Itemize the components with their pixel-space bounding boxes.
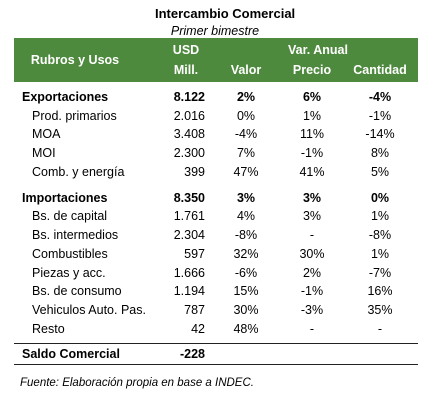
cell: 11% xyxy=(299,127,325,142)
header-band xyxy=(14,38,418,82)
cell: -1% xyxy=(300,146,324,161)
cell: -1% xyxy=(300,284,324,299)
cell: 787 xyxy=(184,303,205,318)
cell: 0% xyxy=(370,190,390,205)
header-cell: Mill. xyxy=(173,63,199,77)
cell: -8% xyxy=(368,228,392,242)
cell: - xyxy=(309,228,315,242)
cell: 5% xyxy=(370,164,390,179)
row-label: Resto xyxy=(32,322,65,336)
cell: 399 xyxy=(184,164,205,179)
cell: -1% xyxy=(368,108,392,123)
cell: 1.194 xyxy=(173,284,205,299)
header-cell: USD xyxy=(172,43,200,57)
cell: 0% xyxy=(236,108,256,123)
cell: 7% xyxy=(236,146,256,161)
cell: -228 xyxy=(179,347,205,361)
cell: 47% xyxy=(233,164,259,179)
cell: 8.122 xyxy=(173,90,205,104)
header-cell: Var. Anual xyxy=(288,43,348,57)
cell: 2.300 xyxy=(173,146,205,161)
cell: 597 xyxy=(184,246,205,261)
cell: -14% xyxy=(365,127,395,142)
cell: 41% xyxy=(299,164,325,179)
cell: -4% xyxy=(234,127,258,142)
cell: 1% xyxy=(370,246,390,261)
cell: 8.350 xyxy=(173,190,205,205)
cell: 2% xyxy=(236,90,256,104)
row-label: Exportaciones xyxy=(22,90,109,104)
row-label: Importaciones xyxy=(22,190,108,205)
row-label: Saldo Comercial xyxy=(22,347,120,361)
row-label: Combustibles xyxy=(32,246,108,261)
row-label: Bs. intermedios xyxy=(32,228,119,242)
cell: 30% xyxy=(299,246,325,261)
title: Intercambio Comercial xyxy=(155,6,296,21)
cell: - xyxy=(377,322,383,336)
cell: 32% xyxy=(233,246,259,261)
footer: Fuente: Elaboración propia en base a IND… xyxy=(20,377,254,389)
header-cell: Precio xyxy=(292,63,332,77)
cell: -6% xyxy=(234,265,258,280)
row-label: Piezas y acc. xyxy=(32,265,106,280)
row-label: Prod. primarios xyxy=(32,108,117,123)
cell: 3% xyxy=(302,209,322,224)
rule xyxy=(14,364,418,365)
cell: -8% xyxy=(234,228,258,242)
cell: 1.666 xyxy=(173,265,205,280)
cell: -4% xyxy=(368,90,392,104)
cell: 42 xyxy=(191,322,205,336)
cell: 1.761 xyxy=(173,209,205,224)
cell: 16% xyxy=(367,284,393,299)
cell: 1% xyxy=(370,209,390,224)
row-label: Bs. de capital xyxy=(32,209,108,224)
cell: 4% xyxy=(236,209,256,224)
cell: 48% xyxy=(233,322,259,336)
cell: 1% xyxy=(302,108,322,123)
cell: 2% xyxy=(302,265,322,280)
cell: 3% xyxy=(302,190,322,205)
cell: 30% xyxy=(233,303,259,318)
header-cell: Valor xyxy=(230,63,262,77)
cell: -3% xyxy=(300,303,324,318)
cell: 2.016 xyxy=(173,108,205,123)
cell: 2.304 xyxy=(173,228,205,242)
cell: - xyxy=(309,322,315,336)
cell: -7% xyxy=(368,265,392,280)
cell: 3.408 xyxy=(173,127,205,142)
row-label: MOI xyxy=(32,146,56,161)
header-cell: Rubros y Usos xyxy=(30,53,120,67)
row-label: MOA xyxy=(32,127,61,142)
rule xyxy=(14,343,418,344)
header-cell: Cantidad xyxy=(353,63,407,77)
subtitle: Primer bimestre xyxy=(170,24,260,38)
row-label: Vehiculos Auto. Pas. xyxy=(32,303,146,318)
cell: 8% xyxy=(370,146,390,161)
row-label: Bs. de consumo xyxy=(32,284,122,299)
cell: 6% xyxy=(302,90,322,104)
cell: 3% xyxy=(236,190,256,205)
cell: 35% xyxy=(367,303,393,318)
cell: 15% xyxy=(233,284,259,299)
row-label: Comb. y energía xyxy=(32,164,125,179)
